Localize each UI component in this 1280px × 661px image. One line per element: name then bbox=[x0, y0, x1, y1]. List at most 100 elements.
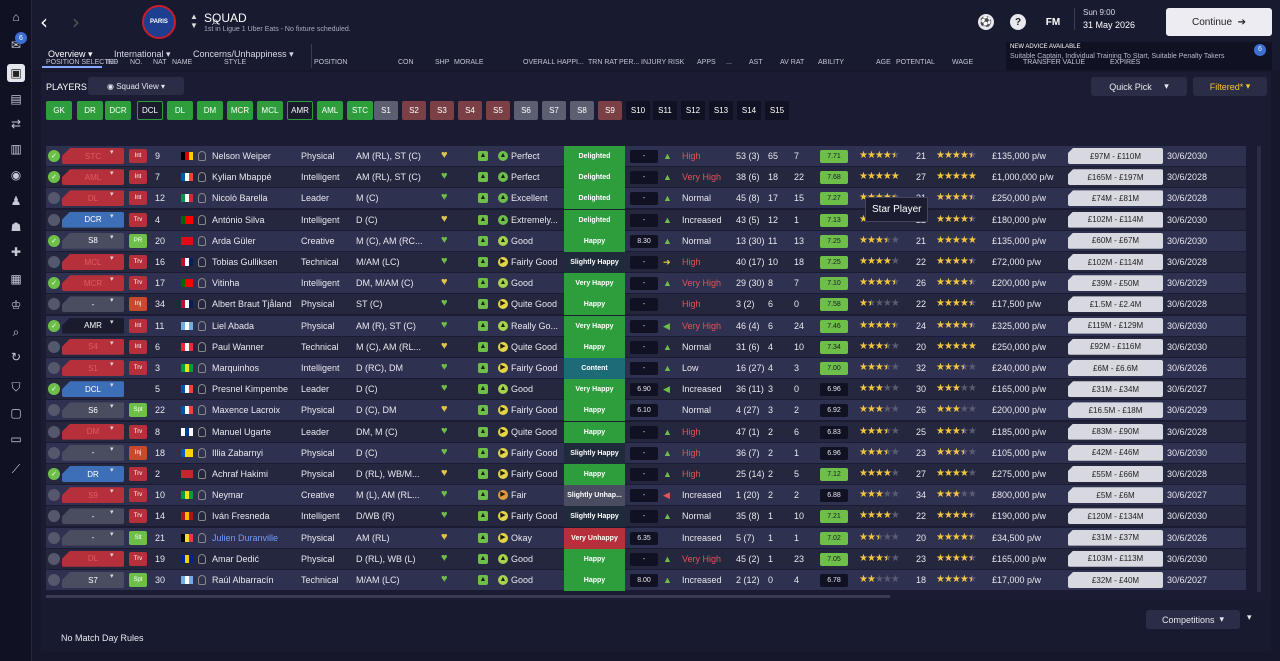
chevron-down-icon[interactable]: ▾ bbox=[110, 276, 114, 284]
position-selector[interactable]: S4 bbox=[62, 338, 124, 355]
ability-stars[interactable]: ★★★★★ bbox=[859, 468, 900, 479]
position-filter-s10[interactable]: S10 bbox=[626, 101, 650, 120]
chevron-down-icon[interactable]: ▾ bbox=[110, 488, 114, 496]
selection-checkbox[interactable] bbox=[48, 213, 60, 226]
horizontal-scrollbar[interactable] bbox=[46, 595, 890, 598]
chevron-down-icon[interactable]: ▾ bbox=[110, 509, 114, 517]
selection-checkbox[interactable] bbox=[48, 531, 60, 544]
search-icon[interactable]: ⌕ bbox=[12, 324, 20, 339]
table-row[interactable]: ✓ DR ▾ Trv 2 Achraf Hakimi Physical D (RL), WB/… bbox=[46, 464, 1246, 485]
position-selector[interactable]: DL bbox=[62, 550, 124, 567]
table-row[interactable]: - ▾ Inj 18 Illia Zabarnyi Physical D (C) ♥ ▲ ▶ Fai… bbox=[46, 442, 1246, 464]
position-filter-dr[interactable]: DR bbox=[77, 101, 103, 120]
calendar-icon[interactable]: ▦ bbox=[10, 272, 22, 286]
player-name[interactable]: Neymar bbox=[212, 490, 244, 501]
selection-checkbox[interactable] bbox=[48, 404, 60, 417]
chevron-down-icon[interactable]: ▾ bbox=[110, 361, 114, 368]
table-row[interactable]: - ▾ Inj 34 Albert Braut Tjåland Physical ST (C… bbox=[46, 294, 1246, 316]
player-name[interactable]: Iván Fresneda bbox=[212, 511, 270, 522]
position-filter-dcl[interactable]: DCL bbox=[137, 101, 163, 120]
column-header[interactable]: NAT bbox=[153, 59, 167, 66]
ability-stars[interactable]: ★★★★★ bbox=[859, 383, 900, 395]
position-filter-s15[interactable]: S15 bbox=[765, 101, 789, 120]
column-header[interactable]: EXPIRES bbox=[1110, 59, 1141, 66]
position-filter-s7[interactable]: S7 bbox=[542, 101, 566, 120]
column-header[interactable]: CON bbox=[398, 59, 414, 66]
position-filter-mcl[interactable]: MCL bbox=[257, 101, 283, 120]
quick-pick-button[interactable]: Quick Pick ▾ bbox=[1091, 77, 1187, 96]
position-selector[interactable]: MCR bbox=[62, 275, 124, 292]
advice-panel[interactable]: NEW ADVICE AVAILABLE Suitable Captain, I… bbox=[1006, 42, 1272, 70]
ability-stars[interactable]: ★★★★★ bbox=[859, 425, 900, 437]
table-row[interactable]: S1 ▾ Trv 3 Marquinhos Intelligent D (RC), DM ♥ ▲… bbox=[46, 358, 1246, 379]
scouting-icon[interactable]: ☗ bbox=[10, 220, 22, 234]
position-filter-aml[interactable]: AML bbox=[317, 101, 343, 120]
chevron-down-icon[interactable]: ▾ bbox=[110, 233, 114, 241]
ball-icon[interactable]: ⚽ bbox=[978, 14, 994, 30]
table-row[interactable]: DL ▾ Trv 19 Amar Dedić Physical D (RL), WB (L)… bbox=[46, 548, 1246, 570]
column-header[interactable]: APPS bbox=[697, 59, 716, 66]
column-header[interactable]: AV RAT bbox=[780, 59, 805, 66]
player-name[interactable]: Paul Wanner bbox=[212, 341, 264, 352]
column-header[interactable]: POSITION bbox=[314, 59, 348, 66]
position-filter-s8[interactable]: S8 bbox=[570, 101, 594, 120]
fm-logo[interactable]: FM bbox=[1045, 16, 1061, 28]
position-selector[interactable]: DM bbox=[62, 423, 124, 440]
selection-checkbox[interactable]: ✓ bbox=[48, 171, 60, 184]
selection-checkbox[interactable] bbox=[48, 340, 60, 353]
tactics-icon[interactable]: ▤ bbox=[10, 92, 22, 106]
table-row[interactable]: MCL ▾ Trv 16 Tobias Gulliksen Technical M/AM (… bbox=[46, 252, 1246, 273]
position-selector[interactable]: DL bbox=[62, 190, 124, 207]
selection-checkbox[interactable]: ✓ bbox=[48, 234, 60, 247]
player-name[interactable]: Arda Güler bbox=[212, 235, 256, 246]
position-filter-s4[interactable]: S4 bbox=[458, 101, 482, 120]
column-header[interactable]: AST bbox=[749, 59, 763, 66]
player-name[interactable]: Marquinhos bbox=[212, 363, 260, 373]
selection-checkbox[interactable] bbox=[48, 298, 60, 311]
player-name[interactable]: Amar Dedić bbox=[212, 553, 260, 564]
reports-icon[interactable]: ▥ bbox=[10, 142, 22, 156]
table-row[interactable]: ✓ DCL ▾ 5 Presnel Kimpembe Leader D (C) ♥ ▲ ▲ Good… bbox=[46, 379, 1246, 401]
staff-icon[interactable]: ♟ bbox=[10, 194, 22, 208]
table-row[interactable]: DM ▾ Trv 8 Manuel Ugarte Leader DM, M (C) ♥ ▲ ▶ Qu… bbox=[46, 421, 1246, 443]
column-header[interactable]: OVERALL HAPPI... bbox=[523, 59, 584, 66]
column-header[interactable]: ... bbox=[726, 59, 732, 66]
selection-checkbox[interactable]: ✓ bbox=[48, 468, 60, 480]
position-selector[interactable]: AML bbox=[62, 169, 124, 186]
competitions-dropdown[interactable]: Competitions ▾ bbox=[1146, 610, 1240, 629]
trophy-icon[interactable]: ♔ bbox=[10, 298, 22, 312]
position-filter-s3[interactable]: S3 bbox=[430, 101, 454, 120]
column-header[interactable]: ABILITY bbox=[818, 59, 845, 66]
ability-stars[interactable]: ★★★★★ bbox=[859, 446, 900, 458]
position-filter-dl[interactable]: DL bbox=[167, 101, 193, 120]
table-row[interactable]: S9 ▾ Trv 10 Neymar Creative M (L), AM (RL... ♥ ▲… bbox=[46, 485, 1246, 507]
chevron-down-icon[interactable]: ▾ bbox=[110, 403, 114, 411]
finances-icon[interactable]: ▢ bbox=[10, 406, 22, 420]
position-selector[interactable]: S7 bbox=[62, 572, 124, 588]
player-name[interactable]: Vitinha bbox=[212, 278, 240, 289]
position-filter-s12[interactable]: S12 bbox=[681, 101, 705, 120]
club-icon[interactable]: ⛉ bbox=[11, 379, 21, 394]
chevron-down-icon[interactable]: ▾ bbox=[110, 530, 114, 538]
position-selector[interactable]: - bbox=[62, 444, 124, 461]
player-name[interactable]: Maxence Lacroix bbox=[212, 405, 281, 416]
chevron-down-icon[interactable]: ▾ bbox=[110, 191, 114, 199]
position-filter-s5[interactable]: S5 bbox=[486, 101, 510, 120]
table-row[interactable]: S6 ▾ Spt 22 Maxence Lacroix Physical D (C), DM… bbox=[46, 400, 1246, 422]
youth-icon[interactable]: ▭ bbox=[10, 432, 22, 446]
column-header[interactable]: POTENTIAL bbox=[896, 59, 935, 66]
position-selector[interactable]: MCL bbox=[62, 254, 124, 270]
chevron-down-icon[interactable]: ▾ bbox=[110, 551, 114, 559]
table-row[interactable]: DL ▾ Int 12 Nicolò Barella Leader M (C) ♥ ▲ ▲ Exce… bbox=[46, 188, 1246, 210]
position-selector[interactable]: - bbox=[62, 529, 124, 546]
chevron-down-icon[interactable]: ▾ bbox=[110, 573, 114, 580]
position-selector[interactable]: DCR bbox=[62, 211, 124, 228]
ability-stars[interactable]: ★★★★★ bbox=[859, 489, 900, 501]
updown-arrows-icon[interactable]: ▲ ▼ bbox=[190, 12, 198, 30]
player-name[interactable]: Tobias Gulliksen bbox=[212, 257, 278, 267]
selection-checkbox[interactable] bbox=[48, 192, 60, 205]
tab-overview[interactable]: Overview ▾ bbox=[48, 49, 93, 59]
selection-checkbox[interactable]: ✓ bbox=[48, 150, 60, 162]
selection-checkbox[interactable] bbox=[48, 552, 60, 565]
player-name[interactable]: Julien Duranville bbox=[212, 532, 279, 543]
